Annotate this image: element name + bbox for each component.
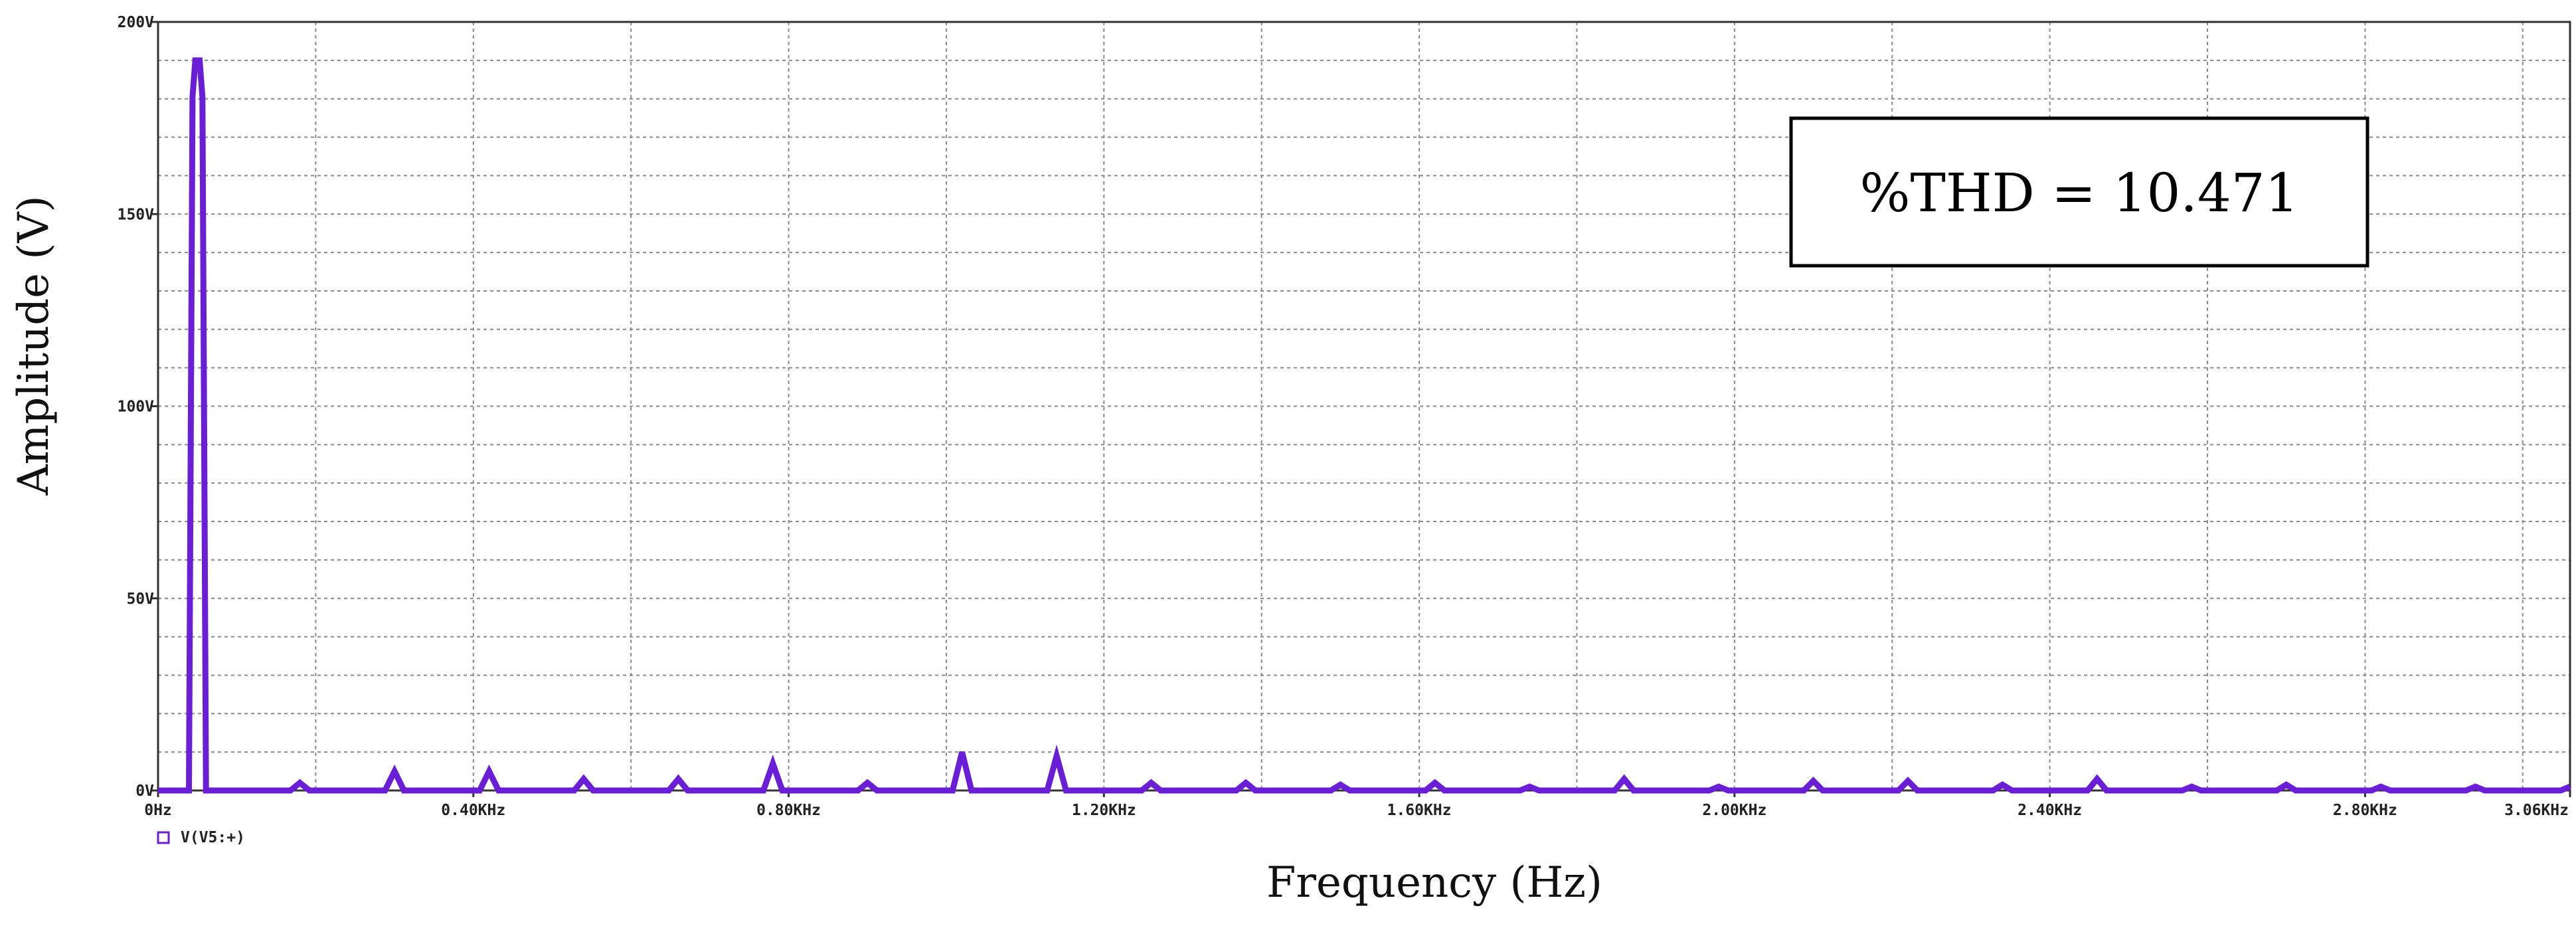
y-tick-label: 0V <box>135 783 154 800</box>
legend-label: V(V5:+) <box>181 829 245 846</box>
series-layer <box>158 57 2571 794</box>
y-tick-label: 150V <box>118 206 155 223</box>
legend: V(V5:+) <box>157 829 245 846</box>
x-tick-label: 2.00KHz <box>1702 802 1766 819</box>
x-tick-label: 1.60KHz <box>1387 802 1452 819</box>
x-tick-label: 0Hz <box>144 802 172 819</box>
x-tick-label: 0.40KHz <box>441 802 505 819</box>
x-tick-label: 0.80KHz <box>756 802 821 819</box>
x-tick-label: 2.40KHz <box>2018 802 2082 819</box>
tick-layer: 0Hz 0.40KHz 0.80KHz 1.20KHz 1.60KHz 2.00KHz 2.… <box>118 14 2571 819</box>
y-tick-label: 100V <box>118 399 155 416</box>
thd-annotation-box <box>1789 116 2369 268</box>
legend-marker <box>157 831 170 844</box>
y-tick-label: 50V <box>126 591 154 608</box>
x-axis-title: Frequency (Hz) <box>1266 858 1602 907</box>
x-tick-label: 3.06KHz <box>2504 802 2569 819</box>
x-tick-label: 1.20KHz <box>1072 802 1136 819</box>
y-tick-label: 200V <box>118 14 155 31</box>
thd-annotation-text: %THD = 10.471 <box>1859 162 2298 224</box>
thd-annotation: %THD = 10.471 <box>1789 116 2369 268</box>
spectrum-trace <box>158 57 2571 794</box>
y-axis-title: Amplitude (V) <box>9 195 58 496</box>
x-tick-label: 2.80KHz <box>2333 802 2397 819</box>
